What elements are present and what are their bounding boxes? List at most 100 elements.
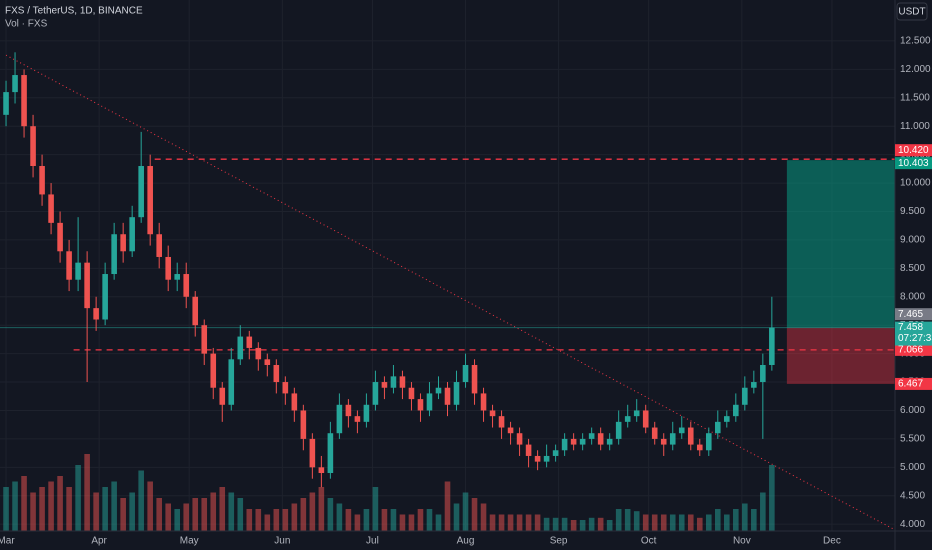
volume-bar [615,509,622,531]
candle-body [165,256,171,280]
candle-body [687,427,694,445]
volume-bar [453,503,460,531]
volume-bar [48,481,54,531]
candle-body [471,364,478,394]
y-tick-label: 9.500 [900,206,925,217]
volume-bar [498,514,505,531]
volume-bar [534,514,541,531]
marker-label: 7.465 [898,309,923,320]
candle-body [669,433,676,445]
volume-bar [462,492,469,531]
volume-bar [228,492,235,531]
candle-body [156,234,162,257]
candle-body [525,444,532,456]
candle-body [129,217,135,252]
candle-body [696,444,703,451]
volume-bar [219,487,226,531]
volume-bar [381,509,388,531]
candle-body [769,327,775,365]
candle-body [30,126,36,167]
volume-bar [561,517,568,531]
volume-bar [687,514,694,531]
target-label: 10.403 [898,158,929,169]
volume-bar [192,498,199,531]
volume-bar [201,498,208,531]
y-tick-label: 5.500 [900,434,925,445]
candle-body [462,364,469,383]
volume-bar [372,487,379,531]
candle-body [606,438,613,445]
candle-body [174,274,181,280]
candle-body [318,467,325,474]
candle-body [327,433,334,474]
volume-bar [660,514,667,531]
candle-body [210,353,217,388]
level-label: 10.420 [898,145,929,156]
y-tick-label: 10.000 [900,178,931,189]
candle-body [480,393,487,411]
volume-bar [12,481,18,531]
candle-body [624,416,631,422]
target-label-box [895,157,932,170]
volume-bar [651,514,658,531]
y-tick-label: 11.500 [900,92,930,103]
candle-body [651,427,658,439]
volume-bar [633,511,640,531]
candle-body [408,387,415,400]
currency-label[interactable]: USDT [898,7,925,18]
candle-body [246,336,253,348]
volume-bar [696,517,703,531]
volume-bar [516,514,523,531]
volume-bar [426,509,433,531]
currency-button[interactable] [896,2,928,21]
x-tick-label: Apr [91,536,107,547]
level-label-box [895,144,932,157]
volume-bar [210,492,217,531]
chart-title: FXS / TetherUS, 1D, BINANCE [5,6,143,17]
x-tick-label: Mar [0,536,15,547]
candle-body [435,387,442,394]
candle-body [633,410,640,417]
volume-bar [39,487,45,531]
volume-bar [183,503,190,531]
y-tick-label: 12.000 [900,64,931,75]
volume-bar [435,514,442,531]
last-price-label-countdown: 07:27:33 [898,333,932,344]
candle-body [93,308,99,320]
candle-body [516,433,523,445]
volume-bar [705,514,712,531]
volume-bar [354,514,361,531]
candle-body [3,92,9,115]
x-tick-label: Sep [550,536,568,547]
candle-body [120,234,126,252]
candle-body [660,438,667,445]
y-tick-label: 4.500 [900,490,925,501]
x-tick-label: Nov [733,536,751,547]
volume-bar [751,509,757,531]
candle-body [183,274,190,297]
candle-body [733,404,739,417]
candle-body [489,410,496,417]
candle-body [760,364,766,383]
candle-body [219,387,226,405]
candle-body [579,438,586,445]
candle-body [615,421,622,439]
volume-bar [678,514,685,531]
volume-bar [255,509,262,531]
volume-bar [444,481,451,531]
candle-body [138,166,144,218]
volume-bar [570,520,577,531]
volume-bar [489,514,496,531]
candle-body [192,296,199,326]
volume-bar [507,514,514,531]
candle-body [48,194,54,223]
candle-body [642,410,649,428]
y-tick-label: 11.000 [900,121,930,132]
volume-bar [147,481,153,531]
candle-body [75,262,81,280]
candle-body [588,433,595,439]
volume-bar [291,503,298,531]
volume-bar [714,509,721,531]
volume-bar [111,481,117,531]
